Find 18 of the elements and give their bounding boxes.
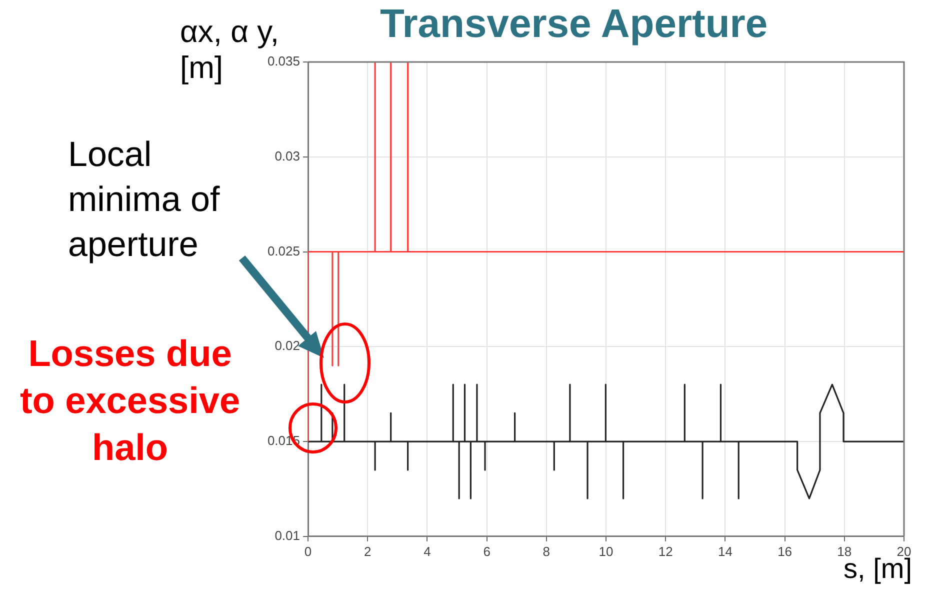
x-tick-label: 12 (658, 544, 673, 559)
text: Losses due to excessive halo (18, 332, 242, 470)
y-tick-label: 0.025 (267, 243, 300, 258)
x-tick-label: 4 (424, 544, 431, 559)
x-tick-label: 20 (896, 544, 912, 559)
x-tick-label: 16 (778, 544, 792, 559)
x-tick-label: 14 (718, 544, 732, 559)
y-tick-label: 0.01 (274, 528, 300, 543)
y-tick-label: 0.03 (274, 148, 300, 164)
x-tick-label: 8 (542, 544, 550, 559)
x-tick-label: 0 (304, 544, 312, 559)
x-tick-label: 10 (598, 544, 614, 559)
chart-title: Transverse Aperture (380, 2, 768, 47)
x-tick-label: 2 (364, 544, 372, 559)
y-tick-label: 0.035 (267, 54, 300, 69)
y-tick-label: 0.02 (274, 338, 300, 354)
text: Local minima of aperture (68, 134, 221, 266)
x-tick-label: 6 (483, 544, 490, 559)
